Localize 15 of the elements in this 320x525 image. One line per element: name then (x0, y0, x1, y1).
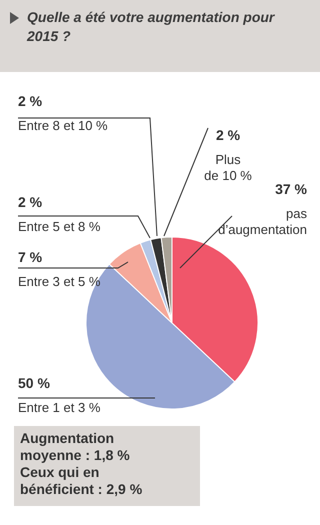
slice-label: Entre 1 et 3 % (18, 400, 101, 415)
data-label: 37 % (275, 181, 308, 197)
data-label: 50 % (18, 375, 50, 391)
slice-label: Plus de 10 % (204, 152, 252, 183)
data-label: 7 % (18, 249, 43, 265)
text: Ceux qui en bénéficient : 2,9 % (20, 464, 144, 498)
data-label: 2 % (18, 93, 43, 109)
chart-title: Quelle a été votre augmentation pour 2015 ? (27, 8, 276, 46)
slice-label: Entre 5 et 8 % (18, 219, 101, 234)
slice-label: Entre 8 et 10 % (18, 118, 108, 133)
slice-label: pas d’augmentation (218, 206, 308, 237)
slice-label: Entre 3 et 5 % (18, 274, 101, 289)
data-label: 2 % (18, 194, 43, 210)
text: Augmentation moyenne : 1,8 % (20, 430, 131, 464)
data-label: 2 % (216, 127, 241, 143)
